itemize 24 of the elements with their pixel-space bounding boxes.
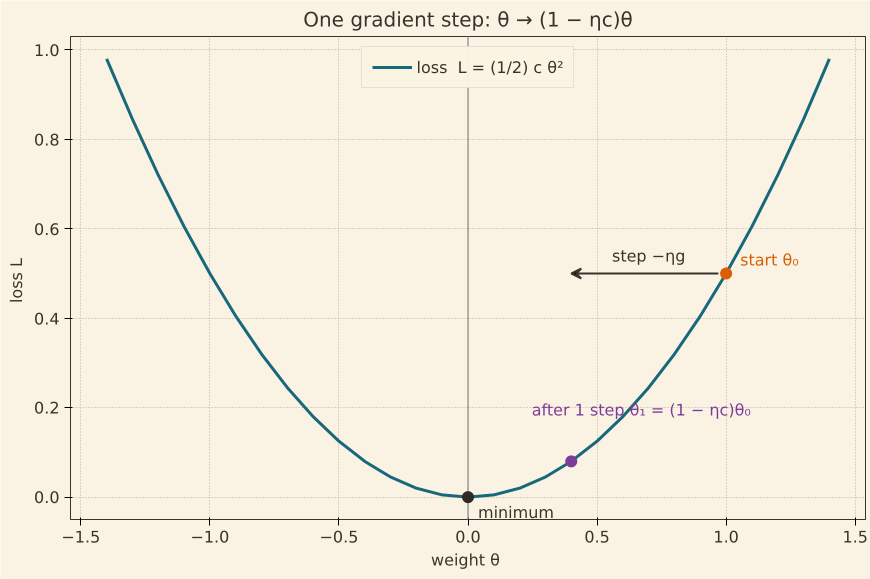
y-tick-label: 1.0 [34,40,60,60]
legend-label: loss L = (1/2) c θ² [416,58,564,76]
x-tick-label: −1.5 [61,528,100,546]
x-axis-title: weight θ [431,550,500,570]
chart-title: One gradient step: θ → (1 − ηc)θ [303,8,633,32]
y-tick-label: 0.2 [34,398,60,418]
point [720,268,732,280]
y-axis-title: loss L [7,258,26,303]
y-tick-label: 0.4 [34,309,60,328]
annotation: step −ηg [612,246,686,266]
y-tick-label: 0.0 [34,488,60,508]
annotation: minimum [478,503,554,522]
point [565,455,578,468]
x-tick-label: 1.0 [713,528,739,546]
x-tick-label: 0.5 [584,528,610,546]
x-tick-label: −0.5 [320,528,358,546]
y-tick-label: 0.8 [34,130,60,150]
x-tick-label: −1.0 [190,528,230,546]
y-tick-label: 0.6 [34,220,60,239]
x-tick-label: 0.0 [455,528,481,546]
annotation: start θ₀ [740,250,799,270]
annotation: after 1 step θ₁ = (1 − ηc)θ₀ [532,400,751,420]
point [462,491,474,504]
x-tick-label: 1.5 [842,528,868,546]
